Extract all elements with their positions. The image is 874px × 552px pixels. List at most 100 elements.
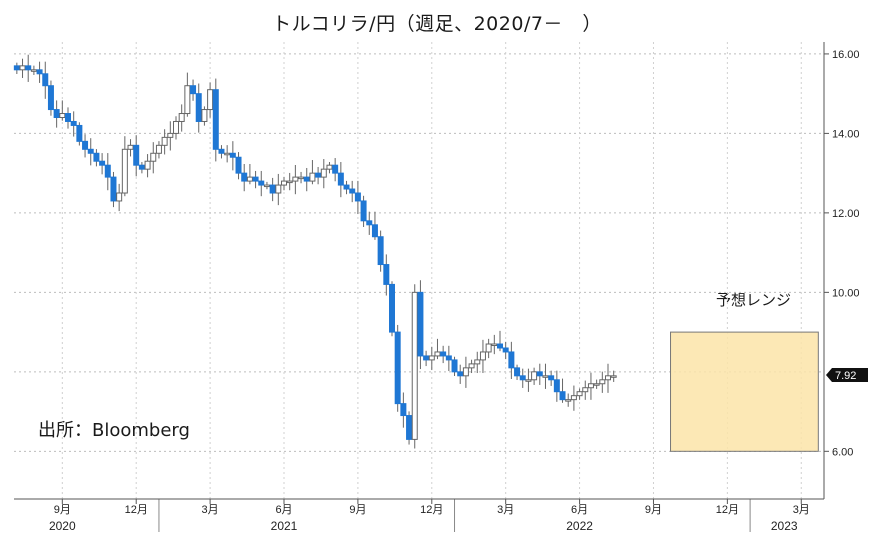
candle: [184, 72, 191, 117]
candle: [195, 83, 202, 133]
x-tick-label: 12月: [716, 504, 739, 516]
candle: [343, 180, 350, 195]
candle: [428, 346, 435, 371]
price-ticks: 16.00 14.00 12.00 10.00 6.00: [824, 49, 860, 458]
year-label: 2020: [49, 519, 76, 533]
y-tick-label: 16.00: [832, 49, 860, 61]
x-tick-label: 12月: [420, 504, 443, 516]
candle: [150, 142, 157, 174]
x-tick-label: 9月: [349, 504, 366, 516]
candle-body: [303, 176, 310, 182]
year-labels: 2020 2021 2022 2023: [49, 519, 798, 533]
candle: [553, 370, 560, 402]
candle-body: [593, 383, 600, 386]
candle: [525, 368, 532, 392]
y-tick-label: 6.00: [832, 446, 853, 458]
candle-body: [76, 124, 83, 142]
candle: [349, 180, 356, 203]
candle-body: [155, 144, 162, 154]
candle-body: [428, 355, 435, 361]
candle-body: [269, 184, 276, 194]
candle: [144, 154, 151, 178]
candle-body: [400, 403, 407, 417]
candle: [514, 364, 521, 380]
candle: [320, 159, 327, 189]
candle-body: [59, 113, 66, 119]
candle-body: [434, 351, 441, 357]
candle-body: [30, 69, 37, 72]
candle: [468, 359, 475, 374]
candle-body: [121, 148, 128, 194]
candle: [252, 170, 259, 189]
candle-body: [184, 85, 191, 115]
candle: [201, 106, 208, 126]
candle: [173, 116, 179, 140]
candle: [576, 388, 583, 400]
candle: [263, 181, 270, 190]
candle-body: [87, 148, 94, 154]
candle-body: [246, 176, 253, 182]
candle: [99, 153, 106, 175]
candle: [76, 122, 83, 146]
candle-body: [576, 391, 583, 397]
candle: [406, 411, 413, 445]
candle: [508, 341, 515, 379]
year-label: 2022: [566, 519, 593, 533]
candle-body: [468, 363, 475, 369]
chart-title: トルコリラ/円（週足、2020/7－ ）: [272, 13, 602, 35]
candle-body: [337, 172, 344, 186]
candle-body: [36, 69, 43, 75]
candle-body: [587, 383, 594, 389]
candle-body: [542, 375, 549, 378]
candle-body: [599, 379, 606, 385]
candle-body: [565, 399, 572, 402]
candle: [190, 79, 197, 101]
candle-body: [394, 331, 401, 405]
candle-body: [536, 371, 543, 377]
candle: [519, 368, 526, 388]
candle: [281, 176, 287, 191]
candle: [138, 162, 145, 174]
candle-body: [218, 148, 225, 154]
candle-body: [258, 180, 265, 186]
candle: [161, 129, 168, 155]
y-tick-label: 14.00: [832, 128, 860, 140]
candle-body: [212, 89, 219, 150]
candle: [434, 338, 441, 360]
candle-body: [553, 379, 560, 393]
x-tick-label: 12月: [125, 504, 148, 516]
candle: [445, 345, 452, 372]
candle: [360, 195, 367, 227]
last-value-marker: 7.92: [826, 368, 868, 383]
candle-body: [19, 65, 26, 71]
candle: [502, 341, 509, 360]
candle-body: [173, 120, 179, 134]
candle: [485, 338, 492, 359]
candle-body: [127, 144, 134, 150]
candle: [366, 211, 373, 235]
x-tick-label: 9月: [645, 504, 662, 516]
candle-body: [326, 164, 333, 170]
candle-body: [229, 152, 236, 158]
candle-body: [104, 164, 111, 178]
candle: [47, 80, 54, 116]
candle: [19, 58, 26, 78]
candle-body: [610, 375, 617, 378]
candle: [207, 82, 214, 118]
candle: [440, 345, 447, 364]
candle: [593, 379, 600, 389]
candle-body: [514, 367, 521, 377]
candle-body: [411, 291, 418, 440]
candle-body: [201, 109, 208, 122]
candle-body: [298, 176, 305, 180]
candle-body: [354, 192, 361, 202]
candle: [93, 149, 100, 167]
candle: [423, 350, 430, 367]
candle-body: [178, 113, 185, 122]
candle: [417, 280, 424, 370]
candle: [241, 163, 248, 192]
candle-body: [275, 184, 282, 194]
candle-body: [462, 367, 469, 377]
year-dividers: [158, 499, 751, 532]
candle: [559, 378, 566, 403]
